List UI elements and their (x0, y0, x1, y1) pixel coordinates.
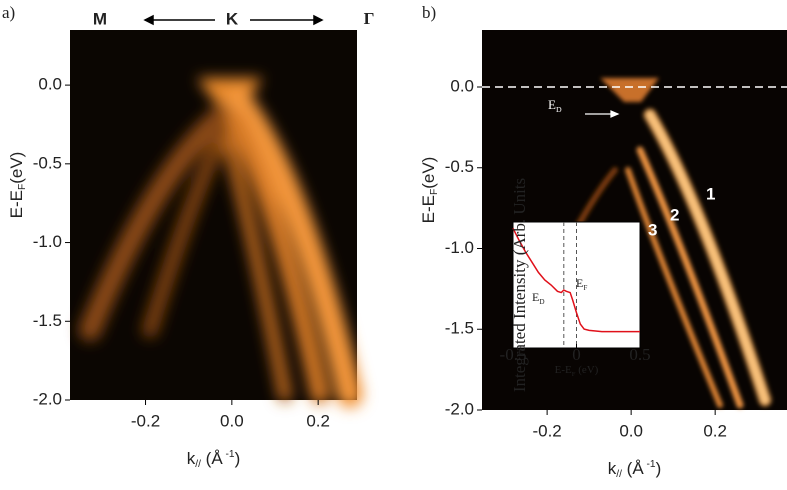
sub: F (429, 189, 440, 195)
panel-label: a) (2, 3, 15, 22)
unit: (eV) (419, 157, 438, 189)
label: E-EF(eV) (7, 152, 27, 219)
x-tick-label: 0.2 (306, 411, 330, 430)
sup: -1 (223, 449, 235, 460)
close: ) (235, 449, 241, 468)
sub: D (556, 105, 562, 114)
x-tick-label: -0.5 (500, 345, 527, 364)
band-label: 3 (648, 220, 657, 239)
bands-a (79, 78, 363, 408)
y-tick-label: 0.0 (450, 76, 474, 95)
x-tick-label: 0 (572, 345, 581, 364)
label: E-EF(eV) (419, 157, 439, 224)
label: ED (548, 97, 562, 114)
label: k// (Å -1) (608, 459, 661, 480)
y-tick-label: -2.0 (33, 389, 62, 408)
y-tick-label: -2.0 (445, 399, 474, 418)
direction-label: Γ (364, 9, 375, 28)
x-tick-label: 0.2 (703, 421, 727, 440)
main: E-E (555, 364, 572, 376)
y-tick-label: -1.0 (33, 232, 62, 251)
main: E (548, 97, 556, 112)
x-tick-label: 0.0 (619, 421, 643, 440)
main: k (187, 449, 196, 468)
band-label: 2 (670, 205, 679, 224)
main: k (608, 459, 617, 478)
panel-label: b) (422, 3, 436, 22)
sub: // (195, 459, 201, 470)
x-tick-label: -0.2 (532, 421, 561, 440)
y-tick-label: -1.0 (445, 238, 474, 257)
sub: F (17, 184, 28, 190)
main: E-E (7, 190, 26, 218)
label: k// (Å -1) (187, 449, 240, 470)
direction-label: M (93, 9, 107, 28)
sub: F (583, 284, 587, 292)
sup: -1 (644, 459, 656, 470)
close: ) (656, 459, 662, 478)
main: E-E (419, 195, 438, 223)
inset-y-label: Integrated Intensity (Arb. Units (510, 178, 529, 392)
band-label: 1 (706, 184, 715, 203)
x-tick-label: 0.0 (220, 411, 244, 430)
direction-arrows (143, 14, 324, 26)
y-tick-label: -0.5 (33, 153, 62, 172)
sub: D (539, 298, 544, 306)
main: E (576, 276, 583, 290)
sub: // (616, 469, 622, 480)
unit: (eV) (575, 364, 598, 376)
unit: (Å (201, 449, 223, 468)
x-tick-label: -0.2 (131, 411, 160, 430)
y-tick-label: -1.5 (445, 319, 474, 338)
sub: F (572, 371, 576, 378)
label: E-EF (eV) (555, 364, 599, 378)
y-tick-label: -1.5 (33, 311, 62, 330)
ed-arrow (585, 110, 620, 118)
label: EF (576, 276, 587, 292)
y-tick-label: 0.0 (38, 75, 62, 94)
label: ED (532, 290, 545, 306)
unit: (eV) (7, 152, 26, 184)
x-tick-label: 0.5 (629, 345, 650, 364)
main: E (532, 290, 539, 304)
bands-b (557, 78, 772, 409)
direction-label: K (226, 9, 239, 28)
y-tick-label: -0.5 (445, 157, 474, 176)
unit: (Å (622, 459, 644, 478)
intensity-curve (512, 227, 640, 333)
